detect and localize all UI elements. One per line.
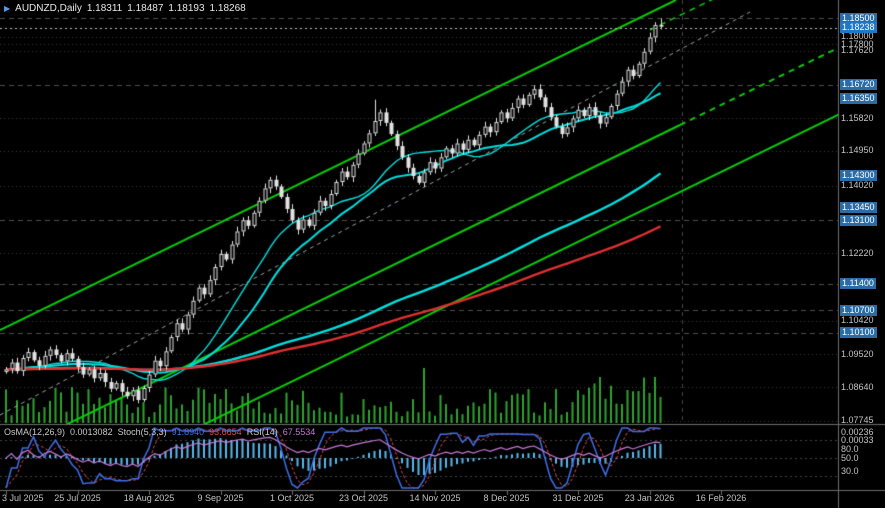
- price-level-label: 1.16720: [840, 79, 877, 91]
- price-level-label: 1.13100: [840, 214, 877, 226]
- time-axis-label: 1 Oct 2025: [269, 493, 315, 503]
- price-scale-value: 1.17800: [841, 38, 874, 49]
- quote-low: 1.18193: [168, 3, 205, 14]
- price-level-label: 1.10100: [840, 327, 877, 339]
- quote-high: 1.18487: [127, 3, 164, 14]
- indicator-scale-value: 80.0: [841, 444, 859, 454]
- price-scale-value: 1.17620: [841, 45, 874, 56]
- price-level-label: 1.18500: [840, 12, 877, 24]
- price-level-label: 1.14300: [840, 169, 877, 181]
- current-price-label: 1.18238: [840, 22, 877, 34]
- time-axis-label: 23 Oct 2025: [338, 493, 389, 503]
- price-level-label: 1.16350: [840, 93, 877, 105]
- price-scale-value: 1.12220: [841, 247, 874, 258]
- indicator-values-bar: OsMA(12,26,9) 0.0013082 Stoch(5,3,3) 91.894…: [4, 427, 320, 437]
- symbol-ohlc-bar: ▶ AUDNZD,Daily 1.18311 1.18487 1.18193 1.1826…: [4, 3, 251, 14]
- price-level-label: 1.13450: [840, 201, 877, 213]
- symbol-icon: ▶: [4, 4, 11, 13]
- stoch-label: Stoch(5,3,3): [117, 427, 167, 437]
- indicator-scale-value: 30.0: [841, 466, 859, 476]
- time-axis-label: 14 Nov 2025: [409, 493, 461, 503]
- price-scale-value: 1.14950: [841, 145, 874, 156]
- price-scale-value: 1.10420: [841, 315, 874, 326]
- time-axis[interactable]: 3 Jul 2025 25 Jul 2025 18 Aug 2025 9 Sep 20…: [0, 492, 885, 508]
- indicator-scale-value: 0.00033: [841, 435, 874, 445]
- quote-open: 1.18311: [86, 3, 123, 14]
- time-axis-label: 9 Sep 2025: [197, 493, 244, 503]
- osma-value: 0.0013082: [70, 427, 113, 437]
- time-axis-label: 16 Feb 2026: [695, 493, 747, 503]
- time-axis-label: 23 Jan 2026: [624, 493, 675, 503]
- price-scale-value: 1.14020: [841, 180, 874, 191]
- price-axis[interactable]: 1.18500 1.18000 1.17800 1.17620 1.16720 1.163…: [840, 0, 885, 508]
- price-scale-value: 1.18000: [841, 31, 874, 42]
- rsi-label: RSI(14): [246, 427, 278, 437]
- symbol-timeframe-label: AUDNZD,Daily: [15, 3, 82, 14]
- price-scale-value: 1.15820: [841, 112, 874, 123]
- price-scale-value: 1.09520: [841, 348, 874, 359]
- rsi-value: 67.5534: [282, 427, 316, 437]
- osma-label: OsMA(12,26,9): [4, 427, 66, 437]
- stoch-signal-value: 93.6654: [209, 427, 242, 437]
- indicator-scale-value: 0.00236: [841, 427, 874, 437]
- time-axis-label: 3 Jul 2025: [2, 493, 44, 503]
- price-level-label: 1.10700: [840, 304, 877, 316]
- quote-close: 1.18268: [209, 3, 246, 14]
- price-scale-value: 1.07745: [841, 415, 874, 426]
- price-level-label: 1.11400: [840, 278, 876, 290]
- time-axis-label: 18 Aug 2025: [123, 493, 175, 503]
- time-axis-label: 25 Jul 2025: [54, 493, 101, 503]
- indicator-scale-value: 50.0: [841, 453, 859, 463]
- time-axis-label: 31 Dec 2025: [552, 493, 604, 503]
- stoch-main-value: 91.8940: [171, 427, 205, 437]
- price-scale-value: 1.08640: [841, 381, 874, 392]
- time-axis-label: 8 Dec 2025: [483, 493, 530, 503]
